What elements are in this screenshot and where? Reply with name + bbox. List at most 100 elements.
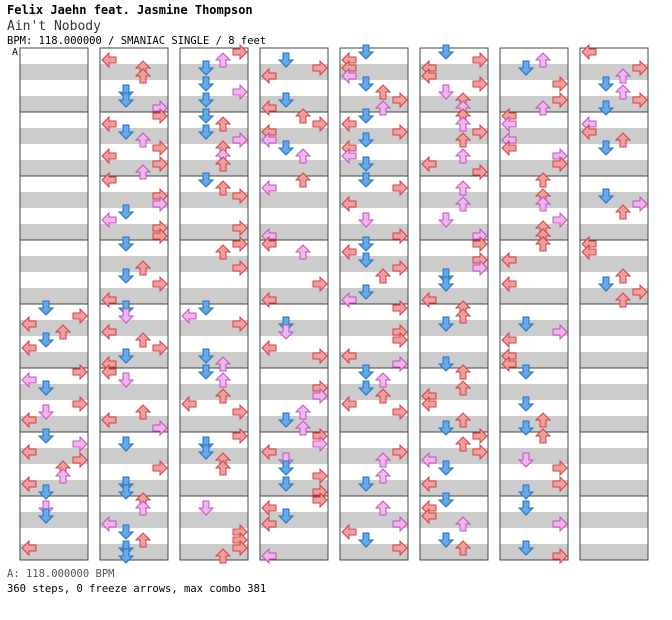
step-arrow [437, 316, 455, 332]
beat-stripe [340, 256, 408, 272]
step-arrow [261, 547, 277, 565]
step-column [99, 47, 169, 561]
step-arrow [232, 219, 248, 237]
beat-stripe [500, 208, 568, 224]
beat-stripe [500, 336, 568, 352]
beat-stripe [100, 464, 168, 480]
beat-stripe [260, 80, 328, 96]
step-column [419, 47, 489, 561]
step-arrow [472, 123, 488, 141]
beat-stripe [580, 160, 648, 176]
step-arrow [534, 52, 552, 68]
beat-stripe [20, 272, 88, 288]
beat-stripe [100, 320, 168, 336]
beat-stripe [500, 464, 568, 480]
step-arrow [117, 236, 135, 252]
step-arrow [214, 116, 232, 132]
beat-stripe [580, 544, 648, 560]
step-arrow [72, 435, 88, 453]
step-arrow [117, 124, 135, 140]
step-arrow [134, 132, 152, 148]
step-arrow [552, 155, 568, 173]
beat-stripe [180, 96, 248, 112]
step-arrow [597, 76, 615, 92]
step-arrow [197, 76, 215, 92]
beat-stripe [420, 480, 488, 496]
beat-stripe [420, 528, 488, 544]
step-arrow [437, 276, 455, 292]
step-arrow [134, 68, 152, 84]
beat-stripe [420, 224, 488, 240]
step-arrow [517, 500, 535, 516]
beat-stripe [500, 288, 568, 304]
step-arrow [421, 67, 437, 85]
beat-stripe [500, 512, 568, 528]
step-arrow [614, 204, 632, 220]
beat-stripe [20, 496, 88, 512]
step-arrow [72, 395, 88, 413]
beat-stripe [180, 416, 248, 432]
beat-stripe [580, 416, 648, 432]
step-arrow [152, 419, 168, 437]
step-arrow [21, 475, 37, 493]
beat-stripe [20, 240, 88, 256]
beat-stripe [340, 480, 408, 496]
step-arrow [261, 235, 277, 253]
step-arrow [437, 532, 455, 548]
beat-stripe [260, 192, 328, 208]
step-arrow [517, 452, 535, 468]
beat-stripe [180, 528, 248, 544]
step-arrow [374, 268, 392, 284]
step-arrow [261, 291, 277, 309]
step-arrow [277, 92, 295, 108]
step-arrow [117, 268, 135, 284]
beat-stripe [100, 304, 168, 320]
step-arrow [357, 156, 375, 172]
step-arrow [632, 283, 648, 301]
beat-stripe [580, 144, 648, 160]
beat-stripe [340, 80, 408, 96]
step-arrow [232, 315, 248, 333]
beat-stripe [260, 416, 328, 432]
beat-stripe [20, 544, 88, 560]
step-arrow [21, 315, 37, 333]
step-arrow [357, 44, 375, 60]
beat-stripe [580, 432, 648, 448]
beat-stripe [100, 256, 168, 272]
beat-stripe [100, 160, 168, 176]
step-arrow [261, 131, 277, 149]
beat-stripe [20, 48, 88, 64]
beat-stripe [260, 432, 328, 448]
step-arrow [134, 260, 152, 276]
step-arrow [117, 92, 135, 108]
beat-stripe [420, 192, 488, 208]
beat-stripe [100, 352, 168, 368]
beat-stripe [580, 176, 648, 192]
step-arrow [501, 139, 517, 157]
beat-stripe [100, 416, 168, 432]
beat-stripe [340, 304, 408, 320]
beat-stripe [180, 224, 248, 240]
step-arrow [152, 155, 168, 173]
beat-stripe [500, 416, 568, 432]
beat-stripe [20, 160, 88, 176]
beat-stripe [420, 384, 488, 400]
beat-stripe [340, 432, 408, 448]
step-arrow [472, 163, 488, 181]
beat-stripe [20, 112, 88, 128]
beat-stripe [100, 272, 168, 288]
step-arrow [357, 532, 375, 548]
step-arrow [581, 123, 597, 141]
beat-stripe [500, 176, 568, 192]
beat-stripe [180, 512, 248, 528]
beat-stripe [420, 288, 488, 304]
step-arrow [552, 475, 568, 493]
beat-stripe [580, 528, 648, 544]
beat-stripe [20, 368, 88, 384]
step-arrow [117, 308, 135, 324]
step-arrow [54, 468, 72, 484]
step-arrow [72, 363, 88, 381]
beat-stripe [180, 464, 248, 480]
beat-stripe [340, 464, 408, 480]
step-arrow [437, 420, 455, 436]
